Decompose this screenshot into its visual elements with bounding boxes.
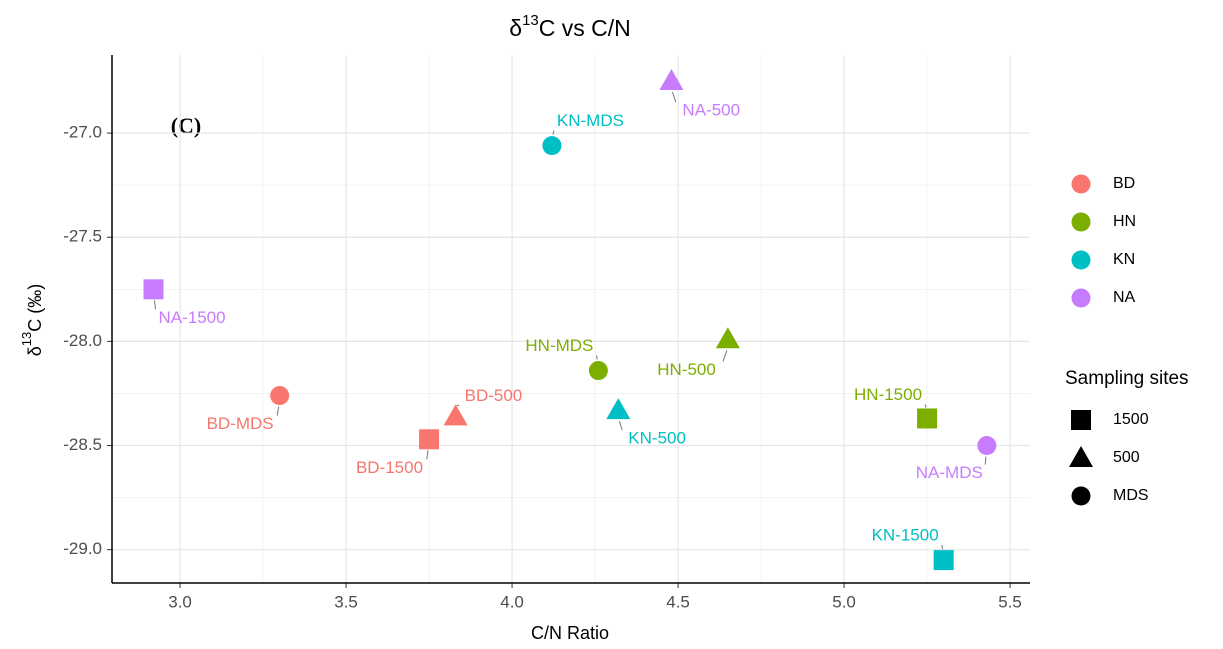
title-superscript: 13 xyxy=(522,12,539,29)
x-tick-label: 5.5 xyxy=(998,592,1022,611)
leader-line xyxy=(552,130,555,135)
legend-key xyxy=(1071,486,1091,506)
point-label: HN-1500 xyxy=(854,385,922,404)
legend-label: NA xyxy=(1113,289,1136,306)
point-label: KN-1500 xyxy=(872,526,939,545)
point-label: NA-500 xyxy=(682,101,740,120)
point xyxy=(715,327,740,349)
point xyxy=(659,69,684,91)
point xyxy=(419,429,440,450)
legend-key xyxy=(1071,410,1091,430)
point xyxy=(977,436,997,456)
x-tick-label: 3.0 xyxy=(168,592,192,611)
x-tick-label: 5.0 xyxy=(832,592,856,611)
y-tick-label: -27.5 xyxy=(63,227,102,246)
x-axis-title: C/N Ratio xyxy=(531,623,609,643)
legend-key xyxy=(1069,446,1093,467)
x-tick-label: 3.5 xyxy=(334,592,358,611)
point-label: NA-MDS xyxy=(916,463,983,482)
y-tick-label: -27.0 xyxy=(63,123,102,142)
legend-key xyxy=(1071,288,1091,308)
legend-label: BD xyxy=(1113,175,1135,192)
leader-line xyxy=(941,544,944,550)
leader-line xyxy=(276,406,280,416)
y-title-superscript: 13 xyxy=(19,332,34,346)
leader-line xyxy=(924,404,927,408)
title-suffix: C vs C/N xyxy=(539,15,631,41)
point xyxy=(542,136,562,156)
point xyxy=(606,398,631,420)
point-label: NA-1500 xyxy=(159,308,226,327)
x-tick-label: 4.5 xyxy=(666,592,690,611)
legend-label: MDS xyxy=(1113,487,1149,504)
point xyxy=(933,550,954,571)
y-tick-label: -28.0 xyxy=(63,331,102,350)
leader-line xyxy=(595,355,598,360)
legend-key xyxy=(1071,250,1091,270)
leader-line xyxy=(984,456,987,465)
point-label: HN-500 xyxy=(657,360,716,379)
point xyxy=(143,279,164,300)
legend-key xyxy=(1071,174,1091,194)
y-tick-label: -29.0 xyxy=(63,539,102,558)
legend-key xyxy=(1071,212,1091,232)
x-tick-label: 4.0 xyxy=(500,592,524,611)
panel-annotation: (C) xyxy=(171,113,202,138)
legend-title: Sampling sites xyxy=(1065,368,1189,389)
point-label: BD-500 xyxy=(465,386,523,405)
point-label: KN-MDS xyxy=(557,111,624,130)
leader-line xyxy=(618,420,623,431)
point xyxy=(270,386,290,406)
point-label: BD-MDS xyxy=(207,414,274,433)
y-title-suffix: C (‰) xyxy=(25,284,45,332)
point-label: KN-500 xyxy=(628,429,686,448)
point-label: BD-1500 xyxy=(356,458,423,477)
point xyxy=(588,361,608,381)
leader-line xyxy=(154,300,156,310)
legend-label: 1500 xyxy=(1113,411,1149,428)
leader-line xyxy=(671,91,677,103)
legend-label: 500 xyxy=(1113,449,1140,466)
y-axis-title: δ13C (‰) xyxy=(19,284,44,357)
chart-title: δ13C vs C/N xyxy=(509,12,631,41)
point-label: HN-MDS xyxy=(525,336,593,355)
leader-line xyxy=(722,350,728,362)
y-tick-label: -28.5 xyxy=(63,435,102,454)
point xyxy=(443,404,468,426)
legend-label: HN xyxy=(1113,213,1136,230)
y-title-prefix: δ xyxy=(25,346,45,356)
leader-line xyxy=(426,450,429,460)
title-prefix: δ xyxy=(509,15,522,41)
legend-label: KN xyxy=(1113,251,1135,268)
point xyxy=(917,408,938,429)
